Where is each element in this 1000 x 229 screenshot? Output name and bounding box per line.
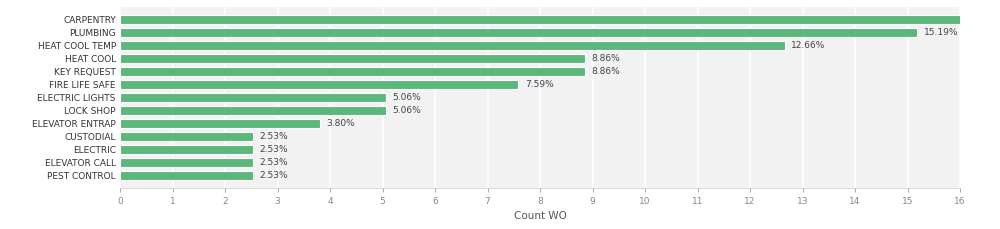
Bar [120, 132, 253, 141]
Text: 2.53%: 2.53% [259, 145, 288, 154]
Text: 2.53%: 2.53% [259, 158, 288, 167]
Text: 8.86%: 8.86% [591, 67, 620, 76]
Bar [120, 41, 785, 49]
Bar [120, 28, 917, 37]
Text: 2.53%: 2.53% [259, 132, 288, 141]
Text: 12.66%: 12.66% [791, 41, 825, 50]
X-axis label: Count WO: Count WO [514, 211, 566, 221]
Text: 2.53%: 2.53% [259, 171, 288, 180]
Bar [120, 54, 585, 63]
Bar [120, 171, 253, 180]
Bar [120, 158, 253, 166]
Bar [120, 67, 585, 76]
Bar [120, 93, 386, 101]
Text: 5.06%: 5.06% [392, 106, 421, 115]
Text: 15.19%: 15.19% [924, 28, 958, 37]
Bar [120, 15, 1000, 24]
Bar [120, 80, 518, 89]
Text: 8.86%: 8.86% [591, 54, 620, 63]
Bar [120, 106, 386, 114]
Text: 3.80%: 3.80% [326, 119, 355, 128]
Text: 7.59%: 7.59% [525, 80, 554, 89]
Bar [120, 119, 320, 128]
Text: 5.06%: 5.06% [392, 93, 421, 102]
Bar [120, 145, 253, 154]
